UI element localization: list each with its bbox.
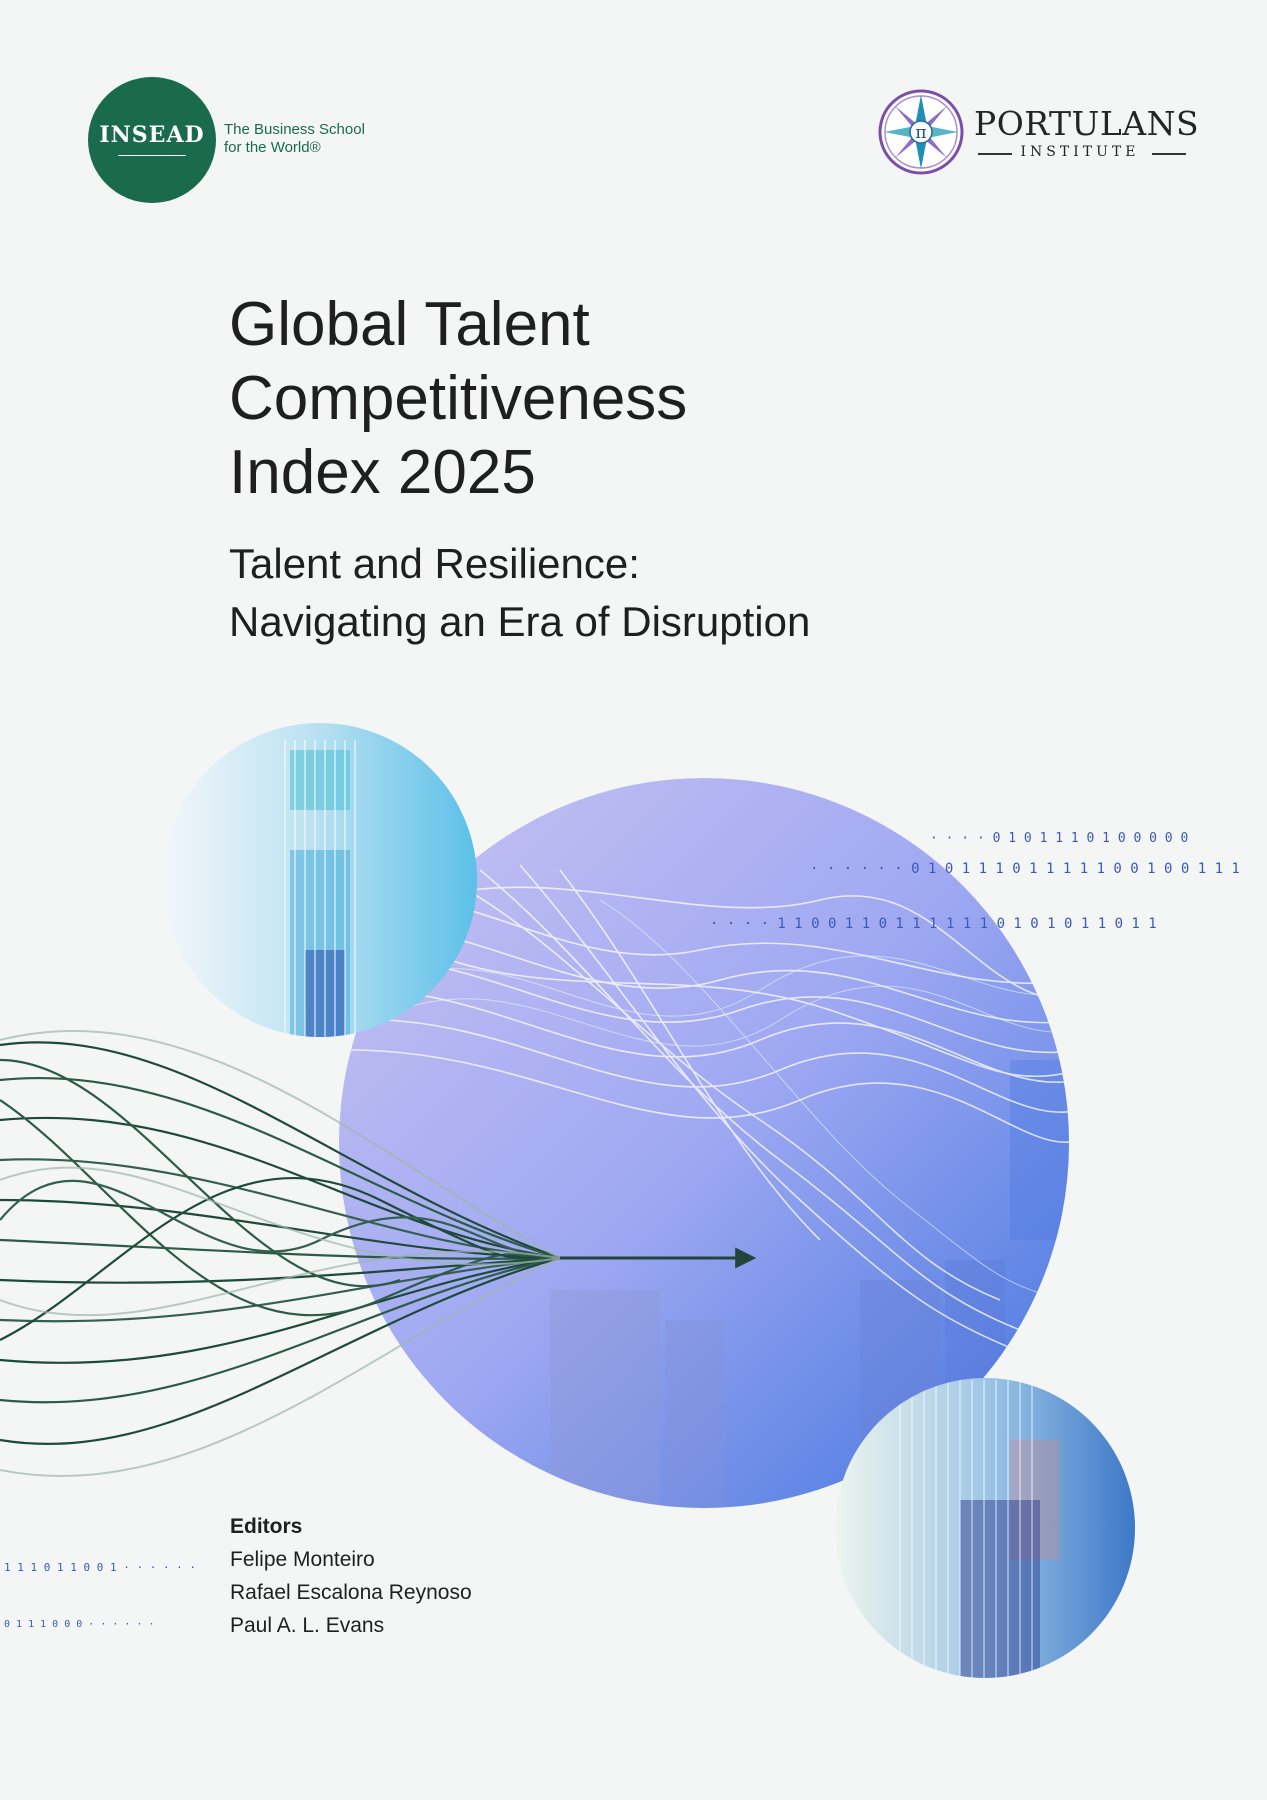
portulans-emblem-glyph: π	[915, 123, 926, 143]
page-subtitle: Talent and Resilience: Navigating an Era…	[229, 535, 1129, 651]
binary-row-3: · · · · 1 1 0 0 1 1 0 1 1 1 1 1 1 0 1 0 …	[710, 916, 1157, 932]
binary-row-4: 1 1 1 0 1 1 0 0 1 · · · · · ·	[4, 1561, 196, 1574]
page-title: Global Talent Competitiveness Index 2025	[229, 288, 1029, 510]
insead-underline	[118, 155, 186, 156]
subtitle-line2: Navigating an Era of Disruption	[229, 598, 811, 645]
insead-tagline: The Business School for the World®	[224, 121, 365, 157]
insead-logo	[88, 77, 216, 203]
portulans-sub: INSTITUTE	[1020, 144, 1140, 160]
converging-lines-faint	[0, 1030, 561, 1477]
binary-digits: · · · · 0 1 0 1 1 1 0 1 0 0 0 0 0 · · · …	[4, 831, 1240, 1630]
binary-row-1: · · · · 0 1 0 1 1 1 0 1 0 0 0 0 0	[930, 831, 1188, 846]
insead-wordmark: INSEAD	[99, 122, 205, 148]
binary-row-5: 0 1 1 1 0 0 0 · · · · · ·	[4, 1619, 155, 1630]
title-line3: Index 2025	[229, 438, 536, 507]
editor-name: Rafael Escalona Reynoso	[230, 1581, 472, 1604]
insead-tagline-line2: for the World®	[224, 139, 321, 156]
title-line1: Global Talent	[229, 290, 590, 359]
small-gradient-circle-bottom	[835, 1378, 1135, 1678]
portulans-rule-right	[1152, 153, 1186, 155]
binary-row-2: · · · · · · 0 1 0 1 1 1 0 1 1 1 1 1 0 0 …	[810, 861, 1240, 877]
portulans-rule-left	[978, 153, 1012, 155]
editors-heading: Editors	[230, 1515, 303, 1538]
editor-name: Felipe Monteiro	[230, 1548, 375, 1571]
subtitle-line1: Talent and Resilience:	[229, 540, 640, 587]
title-line2: Competitiveness	[229, 364, 688, 433]
portulans-institute-label: INSTITUTE	[974, 144, 1186, 164]
small-gradient-circle-top	[163, 723, 477, 1037]
insead-tagline-line1: The Business School	[224, 121, 365, 138]
cover-artwork: · · · · 0 1 0 1 1 1 0 1 0 0 0 0 0 · · · …	[0, 723, 1240, 1678]
converging-lines	[0, 1041, 561, 1445]
portulans-name: PORTULANS	[974, 104, 1200, 143]
editor-name: Paul A. L. Evans	[230, 1614, 385, 1637]
compass-rose-icon: π	[878, 89, 964, 175]
